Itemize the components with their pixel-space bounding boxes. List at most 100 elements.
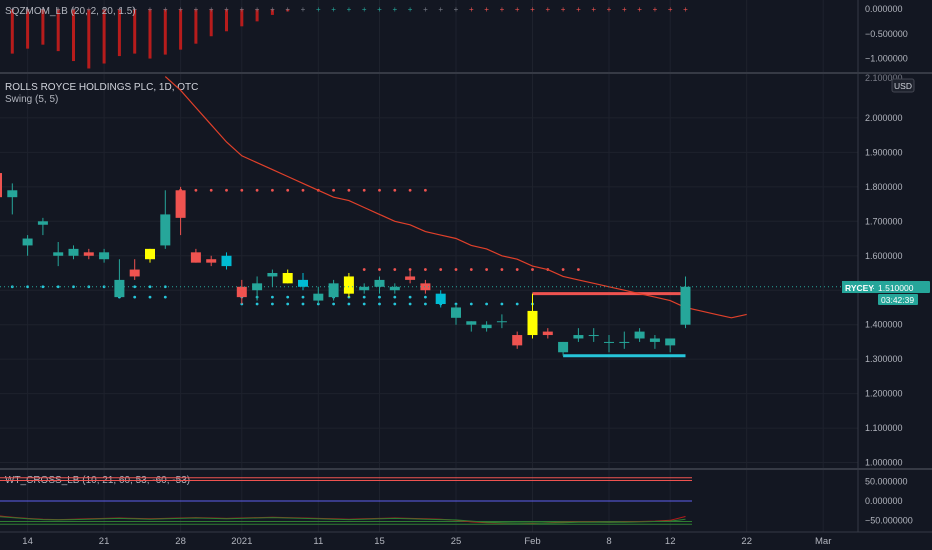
squeeze-cross-marker: +	[362, 5, 367, 14]
squeeze-cross-marker: +	[224, 5, 229, 14]
pivot-dot-low	[255, 302, 259, 306]
momentum-bar	[209, 8, 213, 37]
currency-badge[interactable]	[891, 78, 915, 93]
candle-body	[481, 324, 492, 329]
pivot-dot-low	[301, 302, 305, 306]
pivot-dot-low	[378, 302, 381, 306]
swing-indicator-label[interactable]: Swing (5, 5)	[5, 94, 58, 105]
price-tag-bg	[842, 281, 930, 293]
candle	[604, 335, 614, 353]
squeeze-cross-marker: +	[239, 5, 244, 14]
candle-body	[359, 286, 370, 291]
candle	[328, 279, 339, 301]
momentum-bar	[148, 8, 152, 59]
squeeze-cross-marker: +	[285, 5, 290, 14]
candle-body	[114, 279, 125, 298]
time-axis-label: 28	[175, 536, 186, 547]
pivot-dot-high	[301, 188, 305, 192]
momentum-bar	[10, 8, 14, 54]
candle	[83, 248, 94, 260]
candle	[206, 255, 217, 267]
momentum-bar	[255, 8, 259, 22]
candle	[252, 276, 263, 301]
squeeze-cross-marker: +	[71, 5, 76, 14]
candle	[496, 314, 507, 329]
main-panel-tick-label: 1.000000	[865, 458, 903, 468]
candle	[282, 269, 293, 284]
last-price-tag[interactable]: RYCEY · 1.510000 03:42:39	[842, 281, 930, 305]
pivot-dot-high	[515, 268, 519, 271]
top-panel-tick-label: −1.000000	[865, 54, 908, 64]
candle-body	[53, 252, 64, 256]
bottom-panel-tick-label: 0.000000	[865, 496, 903, 506]
bottom-panel-tick-label: 50.000000	[865, 477, 908, 487]
squeeze-cross-marker: +	[576, 5, 581, 14]
squeeze-cross-marker: +	[591, 5, 596, 14]
candle-body	[313, 293, 324, 301]
squeeze-cross-marker: +	[500, 5, 505, 14]
pivot-dot-low	[301, 295, 305, 299]
squeeze-cross-marker: +	[316, 5, 321, 14]
pivot-dot-high	[362, 268, 366, 271]
candle-body	[558, 341, 569, 353]
squeeze-cross-marker: +	[545, 5, 550, 14]
momentum-bar	[194, 8, 198, 44]
squeeze-momentum-label[interactable]: SQZMOM_LB (20, 2, 20, 1.5)	[5, 6, 136, 17]
pivot-dot-low	[500, 302, 504, 306]
candle	[313, 286, 324, 305]
candle-body	[99, 252, 110, 260]
symbol-title[interactable]: ROLLS ROYCE HOLDINGS PLC, 1D, OTC	[5, 82, 198, 93]
pivot-dot-low	[286, 302, 290, 306]
pivot-dot-high	[271, 188, 274, 192]
momentum-bar	[133, 8, 137, 54]
candle-body	[680, 286, 691, 325]
countdown-value: 03:42:39	[881, 295, 914, 305]
price-tag-symbol: RYCEY	[845, 283, 874, 293]
candle-body	[588, 335, 599, 337]
squeeze-cross-marker: +	[178, 5, 183, 14]
squeeze-cross-marker: +	[255, 5, 260, 14]
momentum-bar	[56, 8, 60, 52]
candle-body	[267, 273, 278, 277]
candle-body	[0, 173, 2, 198]
pivot-dot-low	[424, 302, 427, 306]
candle-body	[7, 190, 18, 198]
pivot-dot-high	[194, 188, 198, 192]
squeeze-cross-marker: +	[270, 5, 275, 14]
squeeze-cross-marker: +	[484, 5, 489, 14]
momentum-bar	[117, 8, 121, 57]
pivot-dot-low	[148, 295, 152, 299]
candle-body	[328, 283, 339, 298]
candle-body	[206, 259, 217, 263]
candle-body	[343, 276, 354, 294]
squeeze-cross-marker: +	[25, 5, 30, 14]
candle	[558, 341, 569, 356]
main-panel-tick-label: 1.900000	[865, 147, 903, 157]
pivot-dot-high	[225, 188, 228, 192]
main-panel-tick-label: 1.200000	[865, 389, 903, 399]
candle-body	[374, 279, 385, 287]
candle-body	[634, 331, 645, 339]
pivot-dot-low	[362, 302, 366, 306]
candle-body	[527, 310, 538, 336]
pivot-dot-high	[500, 268, 504, 271]
pivot-dot-high	[531, 268, 534, 271]
candle	[114, 259, 125, 298]
pivot-dot-low	[286, 295, 290, 299]
main-panel-tick-label: 1.700000	[865, 216, 903, 226]
candle-body	[68, 248, 79, 256]
squeeze-cross-marker: +	[622, 5, 627, 14]
candle-body	[160, 214, 171, 246]
time-axis[interactable]: 14 21 28 2021 11 15 25 Feb 8 12 22 Mar	[22, 536, 831, 547]
candle	[145, 248, 155, 263]
candle-body	[298, 279, 308, 287]
candle-body	[619, 341, 630, 343]
pivot-dot-low	[393, 295, 397, 299]
candle-body	[542, 331, 553, 336]
pivot-dot-high	[286, 188, 290, 192]
candle-body	[37, 221, 48, 225]
momentum-bar	[179, 8, 183, 50]
main-panel-tick-label: 1.600000	[865, 251, 903, 261]
